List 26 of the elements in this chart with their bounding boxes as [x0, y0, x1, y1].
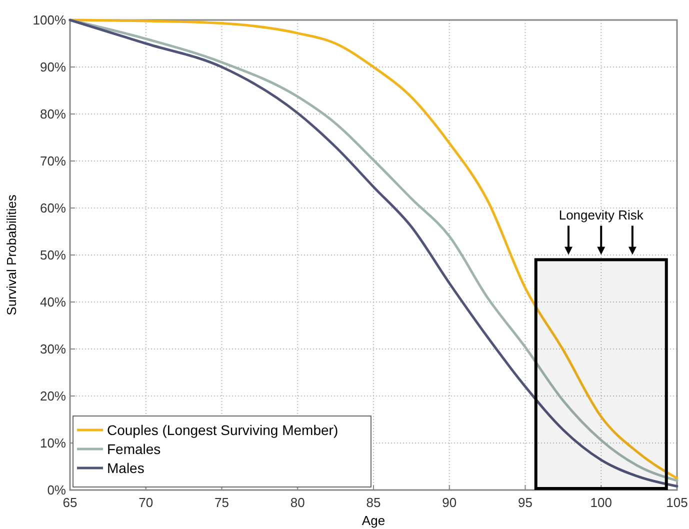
legend-label: Males: [107, 460, 144, 476]
y-tick-label: 100%: [32, 12, 66, 28]
y-tick-label: 80%: [40, 106, 66, 122]
x-tick-label: 95: [518, 495, 532, 510]
band-label: Longevity Risk: [558, 208, 644, 223]
y-axis-title: Survival Probabilities: [4, 194, 19, 316]
y-tick-label: 0%: [47, 482, 66, 498]
x-tick-label: 105: [666, 495, 688, 510]
legend-label: Females: [107, 441, 161, 457]
x-tick-label: 80: [290, 495, 305, 510]
x-tick-label: 75: [214, 495, 229, 510]
x-tick-label: 90: [442, 495, 457, 510]
y-tick-label: 20%: [40, 388, 66, 404]
legend-label: Couples (Longest Surviving Member): [107, 422, 338, 438]
x-tick-label: 65: [62, 495, 78, 510]
x-tick-label: 85: [366, 495, 381, 510]
y-tick-label: 50%: [40, 248, 66, 262]
x-tick-label: 70: [138, 495, 154, 510]
y-tick-label: 90%: [40, 60, 66, 74]
y-tick-label: 70%: [40, 154, 66, 168]
y-tick-label: 40%: [40, 294, 66, 310]
x-axis-title: Age: [362, 513, 386, 528]
y-tick-label: 10%: [40, 436, 66, 450]
x-tick-label: 100: [590, 495, 612, 510]
y-tick-label: 60%: [40, 200, 66, 216]
y-tick-label: 30%: [40, 342, 66, 356]
